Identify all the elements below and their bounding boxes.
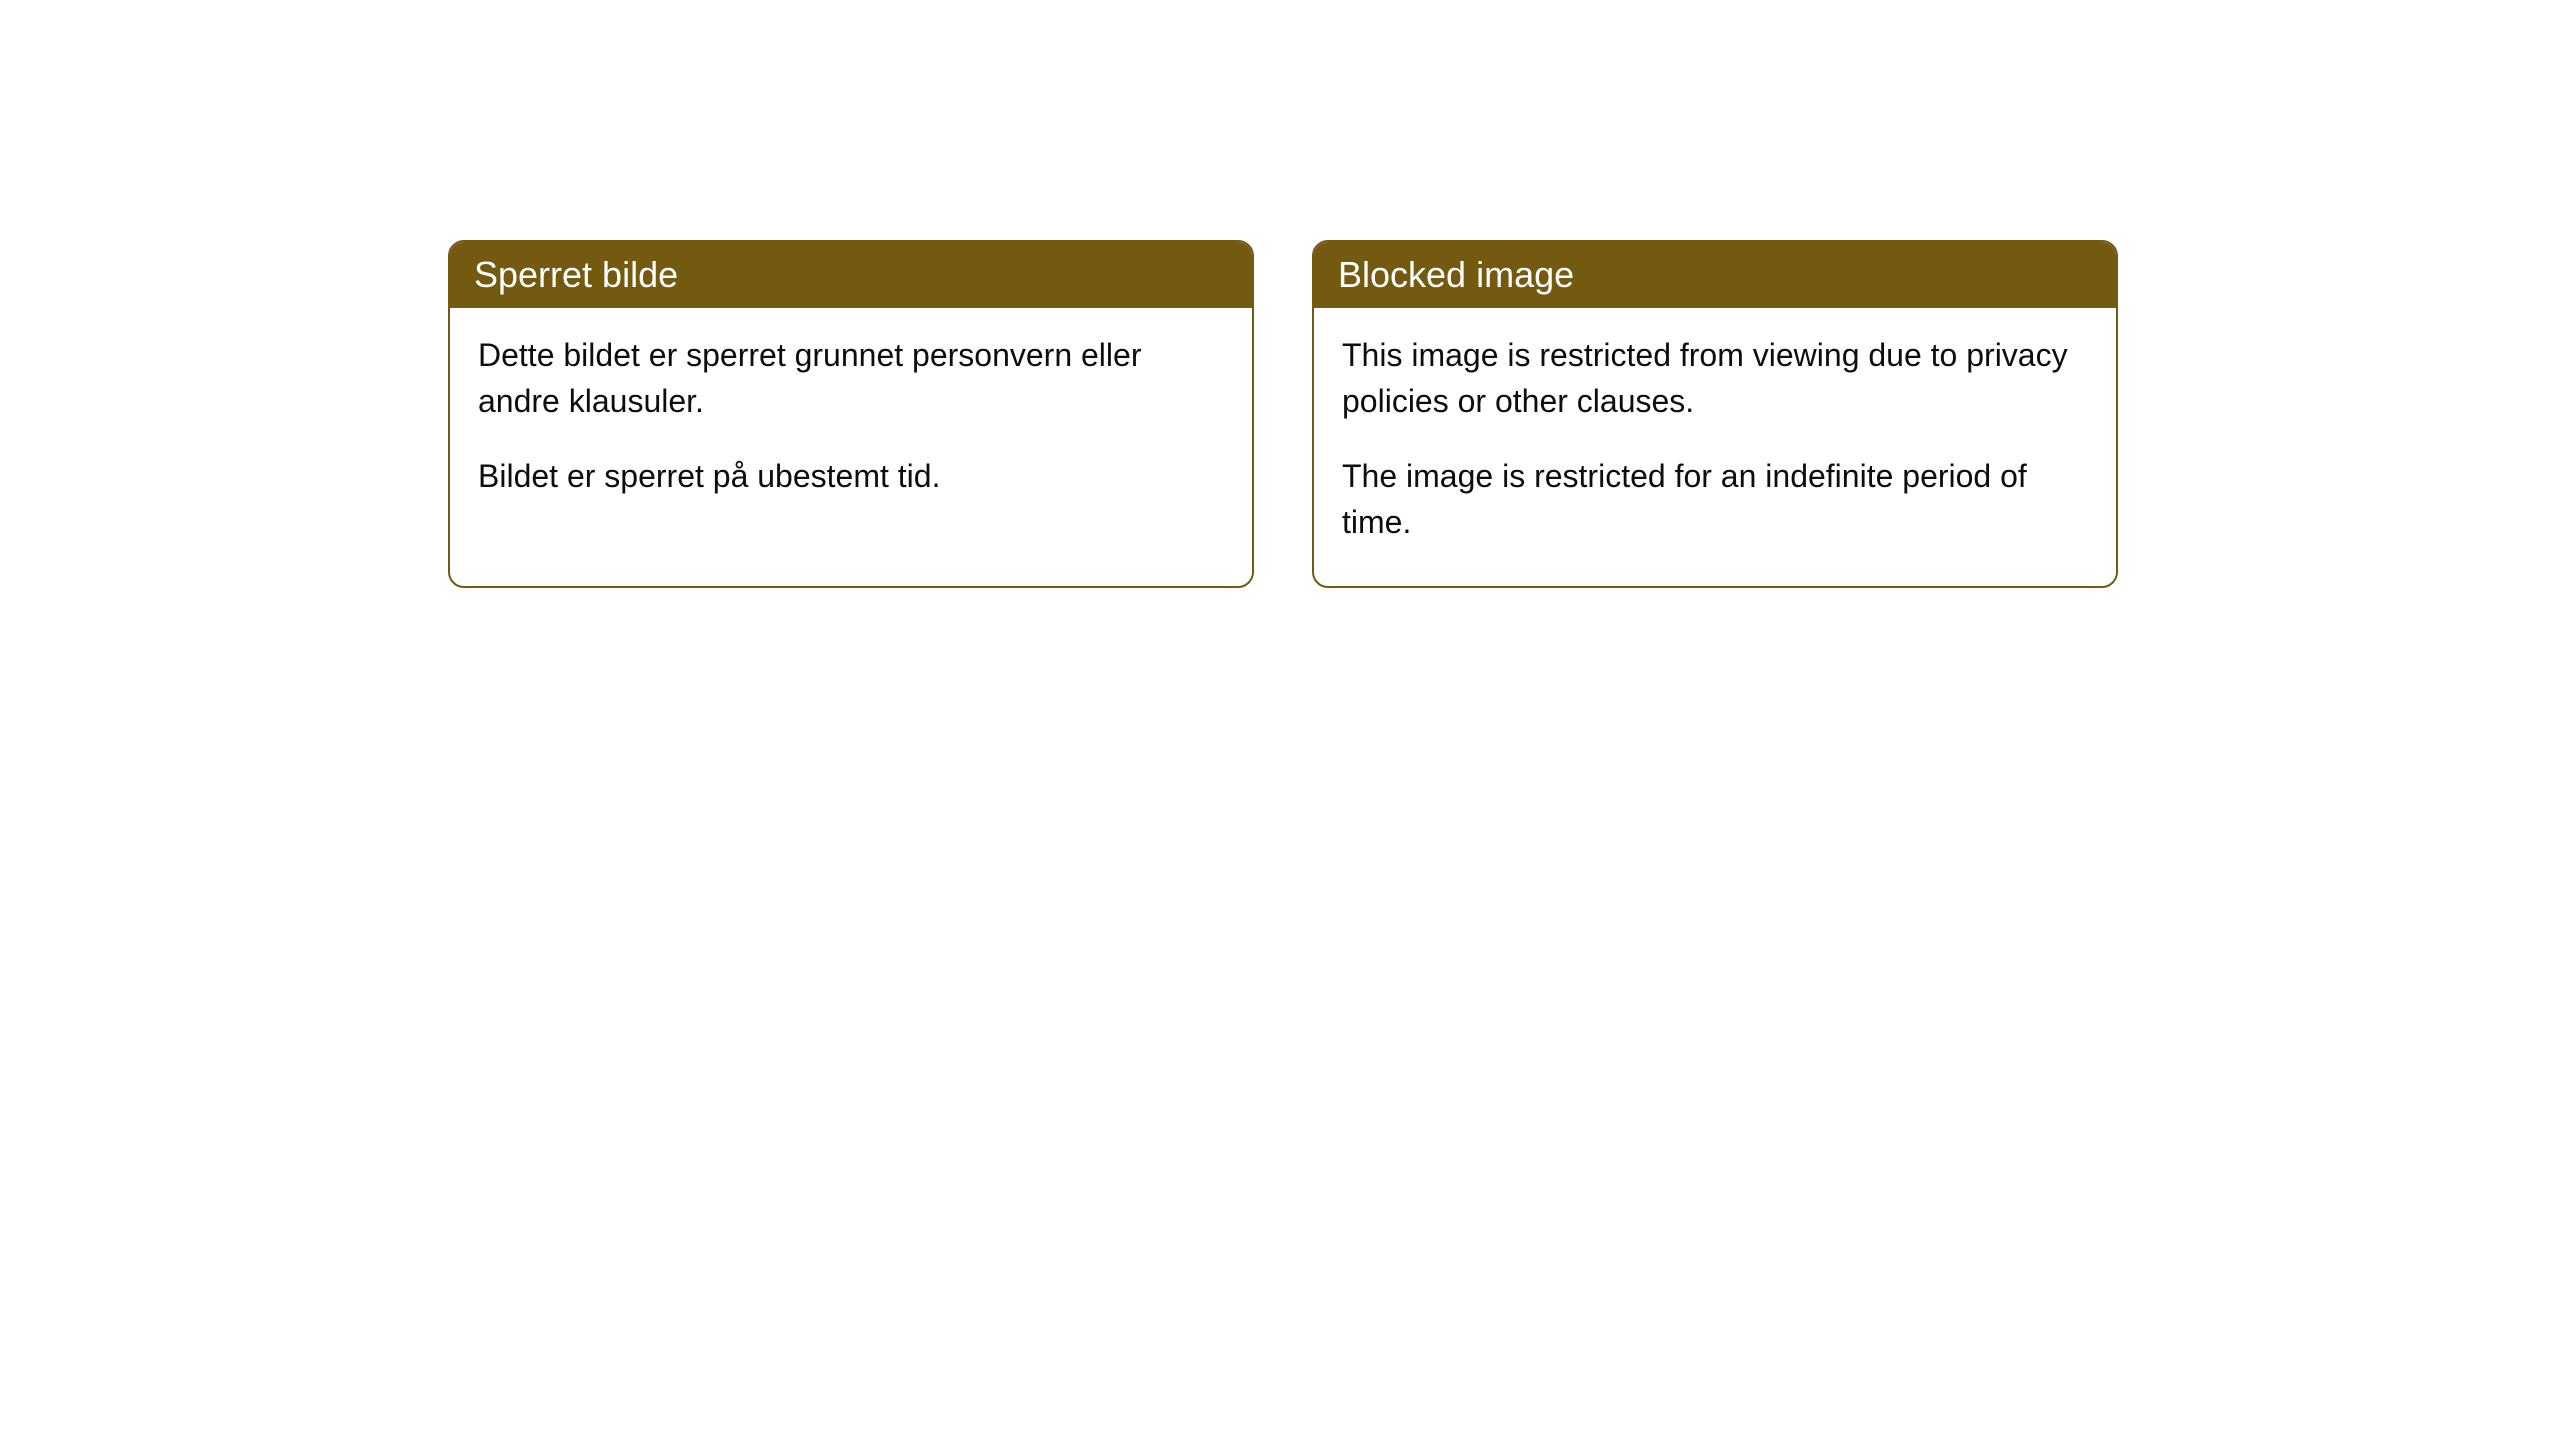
card-title: Blocked image [1338,254,1574,295]
card-body-norwegian: Dette bildet er sperret grunnet personve… [450,308,1252,539]
card-title: Sperret bilde [474,254,678,295]
card-body-english: This image is restricted from viewing du… [1314,308,2116,586]
notice-cards-container: Sperret bilde Dette bildet er sperret gr… [448,240,2118,588]
card-header-english: Blocked image [1314,242,2116,308]
notice-card-norwegian: Sperret bilde Dette bildet er sperret gr… [448,240,1254,588]
card-header-norwegian: Sperret bilde [450,242,1252,308]
notice-card-english: Blocked image This image is restricted f… [1312,240,2118,588]
card-paragraph-2: The image is restricted for an indefinit… [1342,453,2088,546]
card-paragraph-1: This image is restricted from viewing du… [1342,332,2088,425]
card-paragraph-2: Bildet er sperret på ubestemt tid. [478,453,1224,499]
card-paragraph-1: Dette bildet er sperret grunnet personve… [478,332,1224,425]
